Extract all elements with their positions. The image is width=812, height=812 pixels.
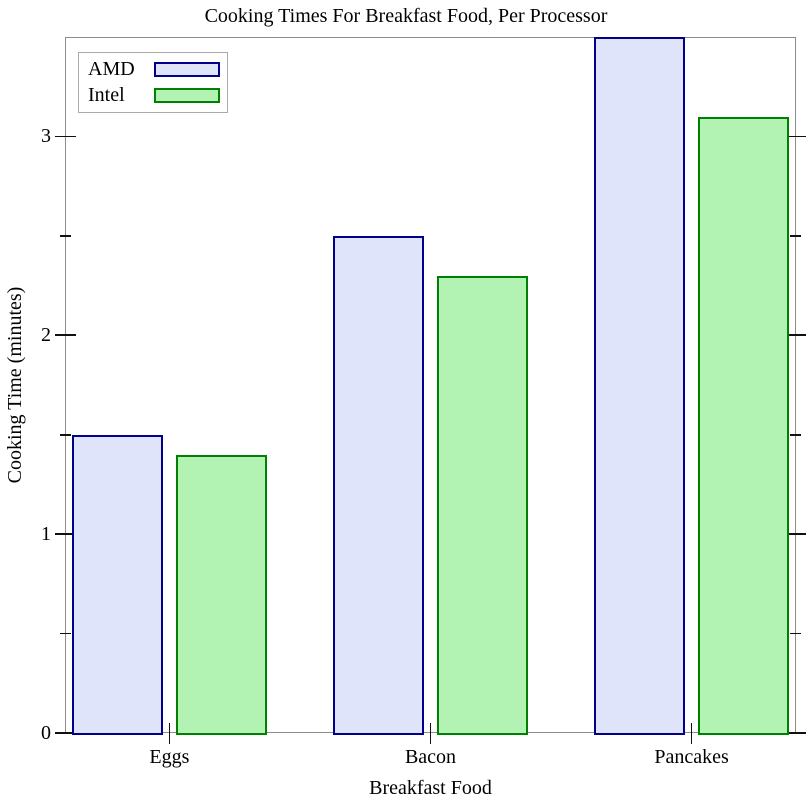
y-major-tick-right bbox=[785, 334, 806, 337]
y-minor-tick-left bbox=[60, 632, 71, 635]
bar-intel-bacon bbox=[437, 275, 529, 735]
legend-label: AMD bbox=[88, 57, 135, 80]
y-major-tick-right bbox=[785, 135, 806, 138]
y-minor-tick-right bbox=[790, 235, 801, 237]
y-minor-tick-right bbox=[790, 632, 801, 635]
x-category-tick bbox=[168, 722, 171, 744]
x-axis-label: Breakfast Food bbox=[369, 777, 492, 799]
y-major-tick-right bbox=[785, 533, 806, 535]
x-category-tick bbox=[429, 722, 432, 744]
y-tick-label: 0 bbox=[41, 722, 51, 744]
legend-swatch bbox=[154, 88, 220, 104]
y-tick-label: 2 bbox=[41, 324, 51, 347]
legend-row: Intel bbox=[79, 84, 227, 107]
legend: AMD Intel bbox=[78, 52, 228, 113]
legend-row: AMD bbox=[79, 58, 227, 81]
bar-amd-pancakes bbox=[593, 37, 686, 735]
bar-intel-eggs bbox=[175, 454, 268, 735]
y-major-tick-left bbox=[55, 533, 76, 535]
chart-title: Cooking Times For Breakfast Food, Per Pr… bbox=[204, 5, 608, 27]
legend-label: Intel bbox=[88, 84, 125, 107]
y-tick-label: 1 bbox=[41, 523, 51, 546]
x-category-tick bbox=[690, 722, 693, 744]
y-major-tick-left bbox=[55, 732, 76, 734]
y-major-tick-left bbox=[55, 334, 76, 337]
bar-amd-eggs bbox=[71, 434, 163, 735]
bar-amd-bacon bbox=[332, 235, 424, 735]
y-minor-tick-right bbox=[790, 433, 801, 436]
x-category-label: Bacon bbox=[404, 746, 457, 768]
y-major-tick-left bbox=[55, 135, 76, 138]
x-category-label: Eggs bbox=[149, 746, 190, 768]
y-minor-tick-left bbox=[60, 433, 71, 436]
x-category-label: Pancakes bbox=[654, 746, 729, 768]
y-axis-label: Cooking Time (minutes) bbox=[4, 286, 26, 484]
bar-intel-pancakes bbox=[698, 116, 790, 735]
legend-swatch bbox=[154, 61, 220, 77]
plot-area bbox=[65, 37, 796, 733]
y-major-tick-right bbox=[785, 732, 806, 734]
y-minor-tick-left bbox=[60, 235, 71, 237]
y-tick-label: 3 bbox=[41, 125, 51, 148]
